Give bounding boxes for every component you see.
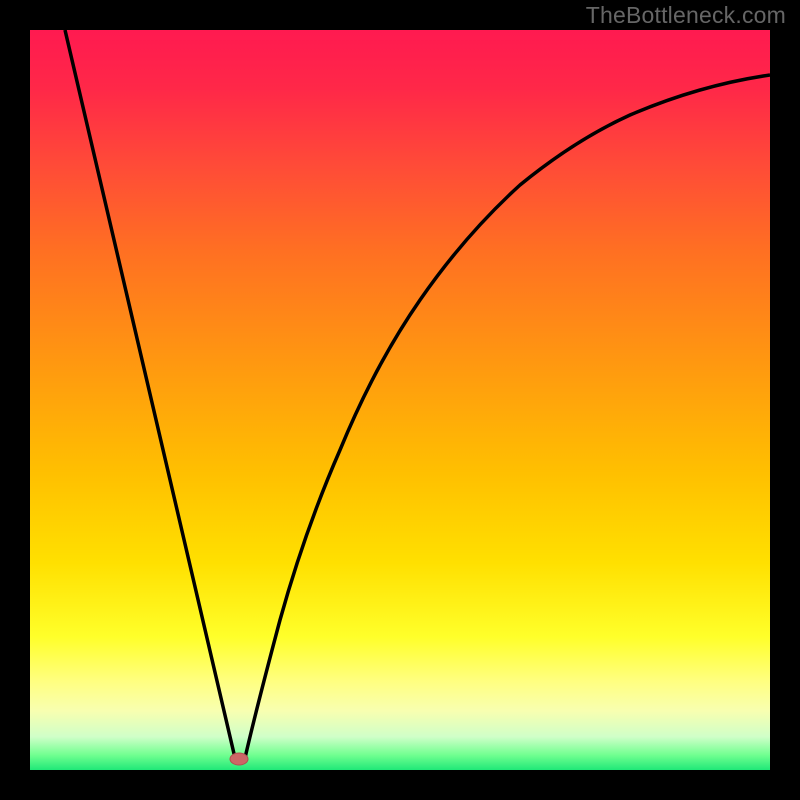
watermark-text: TheBottleneck.com [586, 2, 786, 29]
bottleneck-chart [0, 0, 800, 800]
minimum-marker [230, 753, 248, 765]
gradient-background [30, 30, 770, 770]
